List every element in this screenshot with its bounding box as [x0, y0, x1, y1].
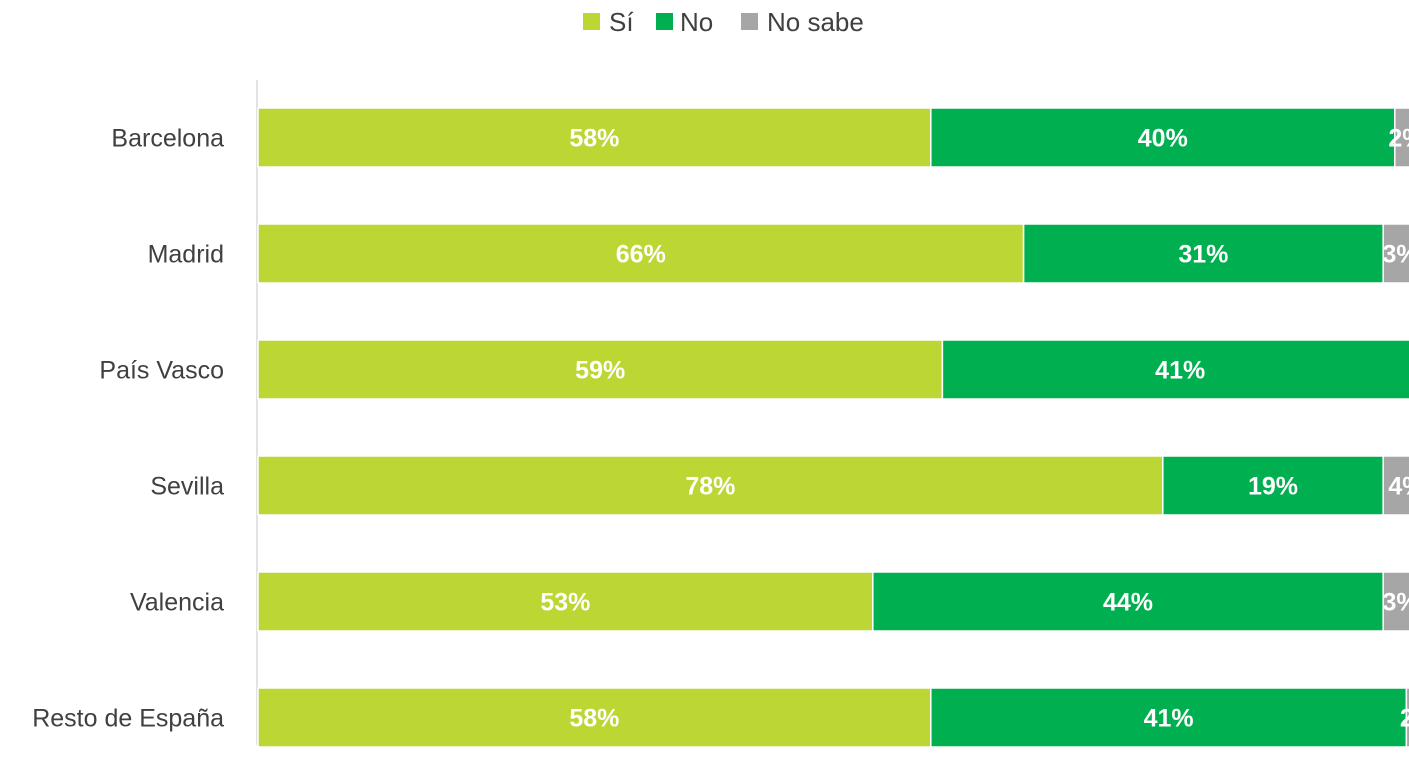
bar-segment — [1382, 223, 1409, 284]
category-label: Sevilla — [150, 473, 224, 501]
bar-segment — [1162, 455, 1384, 516]
data-label: 44% — [1103, 589, 1153, 617]
bar-segment — [257, 687, 932, 748]
category-label: País Vasco — [99, 357, 224, 385]
data-label: 78% — [685, 473, 735, 501]
bar-segment — [257, 339, 944, 400]
bars — [257, 107, 1409, 748]
data-label: 58% — [569, 705, 619, 733]
category-label: Madrid — [148, 241, 224, 269]
bar-segment — [257, 223, 1025, 284]
data-label: 2% — [1400, 705, 1409, 733]
bar-segment — [930, 687, 1408, 748]
legend-swatch-2 — [741, 13, 758, 30]
data-label: 66% — [616, 241, 666, 269]
bar-segment — [872, 571, 1384, 632]
legend-swatch-0 — [583, 13, 600, 30]
bar-segment — [1394, 107, 1409, 168]
legend: Sí No No sabe — [583, 7, 864, 37]
data-label: 58% — [569, 125, 619, 153]
legend-label-2: No sabe — [767, 7, 864, 37]
data-label: 19% — [1248, 473, 1298, 501]
bar-segment — [1405, 687, 1409, 748]
legend-swatch-1 — [656, 13, 673, 30]
legend-label-0: Sí — [609, 7, 634, 37]
data-label: 31% — [1178, 241, 1228, 269]
data-label: 2% — [1388, 125, 1409, 153]
category-labels: Barcelona Madrid País Vasco Sevilla Valencia… — [32, 125, 224, 733]
data-label: 41% — [1144, 705, 1194, 733]
data-label: 41% — [1155, 357, 1205, 385]
data-label: 4% — [1388, 473, 1409, 501]
bar-segment — [1382, 571, 1409, 632]
data-labels: 58% 40% 2% 66% 31% 3% 59% 41% 78% 19% 4% 53% 44% 3% 58… — [540, 125, 1409, 733]
bar-segment — [930, 107, 1396, 168]
category-label: Valencia — [130, 589, 224, 617]
data-label: 3% — [1383, 241, 1409, 269]
data-label: 3% — [1383, 589, 1409, 617]
data-label: 53% — [540, 589, 590, 617]
category-label: Barcelona — [111, 125, 224, 153]
bar-segment — [941, 339, 1409, 400]
category-label: Resto de España — [32, 705, 224, 733]
data-label: 59% — [575, 357, 625, 385]
legend-label-1: No — [680, 7, 713, 37]
data-label: 40% — [1138, 125, 1188, 153]
bar-segment — [257, 455, 1164, 516]
bar-segment — [1382, 455, 1409, 516]
